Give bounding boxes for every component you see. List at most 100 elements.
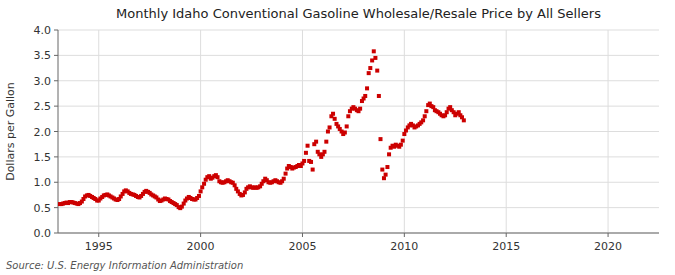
point: [399, 143, 403, 147]
grid-line: [200, 30, 201, 233]
point: [333, 117, 337, 121]
grid-line: [58, 106, 659, 107]
point: [216, 175, 220, 179]
background: [0, 0, 675, 275]
point: [401, 139, 405, 143]
source-note: Source: U.S. Energy Information Administ…: [6, 260, 243, 271]
point: [284, 172, 288, 176]
chart: 0.0 0.5 1.0 1.5 2.0 2.5 3.0 3.5 4.0 1995 2000 2005 2…: [0, 0, 675, 275]
point: [423, 114, 427, 118]
tick-mark: [54, 233, 58, 234]
tick-mark: [302, 233, 303, 237]
point: [375, 69, 379, 73]
tick-label: 0.0: [34, 227, 52, 240]
grid-line: [58, 80, 659, 81]
x-axis-line: [58, 233, 659, 234]
point: [382, 176, 386, 180]
point: [311, 168, 315, 172]
tick-mark: [98, 233, 99, 237]
grid-line: [58, 131, 659, 132]
point: [445, 110, 449, 114]
grid-line: [58, 182, 659, 183]
title: Monthly Idaho Conventional Gasoline Whol…: [116, 6, 601, 21]
point: [324, 140, 328, 144]
tick-mark: [54, 55, 58, 56]
point: [199, 189, 203, 193]
point: [402, 132, 406, 136]
grid-line: [302, 30, 303, 233]
point: [379, 137, 383, 141]
tick-mark: [506, 233, 507, 237]
chart-container: 0.0 0.5 1.0 1.5 2.0 2.5 3.0 3.5 4.0 1995 2000 2005 2…: [0, 0, 675, 275]
tick-mark: [54, 156, 58, 157]
tick-label: 2005: [288, 240, 316, 253]
points: [58, 49, 466, 210]
tick-label: 4.0: [34, 24, 52, 37]
point: [282, 177, 286, 181]
point: [424, 109, 428, 113]
grid-line: [608, 30, 609, 233]
point: [462, 118, 466, 122]
point: [373, 56, 377, 60]
point: [387, 152, 391, 156]
point: [421, 118, 425, 122]
grid-line: [58, 233, 659, 234]
tick-label: 2.5: [34, 100, 52, 113]
tick-mark: [54, 106, 58, 107]
tick-mark: [54, 131, 58, 132]
point: [377, 94, 381, 98]
point: [346, 114, 350, 118]
point: [358, 107, 362, 111]
point: [304, 151, 308, 155]
point: [309, 160, 313, 164]
point: [363, 94, 367, 98]
point: [243, 190, 247, 194]
point: [343, 131, 347, 135]
tick-label: 3.5: [34, 49, 52, 62]
grid: [58, 30, 659, 233]
tick-label: 2010: [390, 240, 418, 253]
grid-line: [506, 30, 507, 233]
grid-line: [58, 55, 659, 56]
point: [384, 173, 388, 177]
grid-line: [58, 156, 659, 157]
tick-mark: [54, 182, 58, 183]
point: [345, 124, 349, 128]
tick-label: 1995: [85, 240, 113, 253]
point: [233, 183, 237, 187]
tick-label: 3.0: [34, 75, 52, 88]
point: [197, 194, 201, 198]
point: [326, 130, 330, 134]
point: [302, 159, 306, 163]
grid-line: [58, 30, 659, 31]
point: [380, 168, 384, 172]
grid-line: [98, 30, 99, 233]
point: [331, 112, 335, 116]
tick-label: 2020: [594, 240, 622, 253]
point: [368, 66, 372, 70]
tick-mark: [608, 233, 609, 237]
tick-mark: [54, 30, 58, 31]
y-axis-label: Dollars per Gallon: [4, 82, 17, 181]
tick-label: 1.5: [34, 151, 52, 164]
tick-label: 0.5: [34, 202, 52, 215]
point: [372, 49, 376, 53]
tick-label: 2015: [492, 240, 520, 253]
point: [314, 140, 318, 144]
tick-label: 1.0: [34, 176, 52, 189]
tick-mark: [54, 80, 58, 81]
axes: 0.0 0.5 1.0 1.5 2.0 2.5 3.0 3.5 4.0 1995 2000 2005 2…: [34, 24, 660, 253]
tick-mark: [54, 207, 58, 208]
point: [367, 71, 371, 75]
tick-mark: [200, 233, 201, 237]
grid-line: [58, 207, 659, 208]
point: [200, 185, 204, 189]
tick-label: 2.0: [34, 126, 52, 139]
tick-mark: [404, 233, 405, 237]
point: [322, 150, 326, 154]
point: [385, 165, 389, 169]
point: [306, 144, 310, 148]
point: [365, 86, 369, 90]
tick-label: 2000: [187, 240, 215, 253]
point: [328, 125, 332, 129]
